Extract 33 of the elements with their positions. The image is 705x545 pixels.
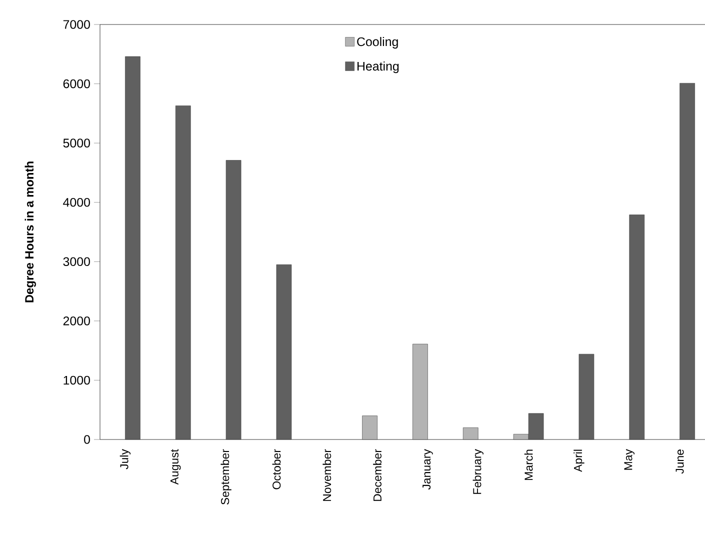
bar	[578, 354, 594, 440]
bar	[276, 264, 292, 440]
bar	[175, 106, 191, 440]
x-tick-label: September	[220, 449, 232, 505]
x-tick-label: October	[272, 449, 281, 490]
y-tick-label: 3000	[63, 257, 90, 266]
x-tick-label: April	[574, 450, 584, 472]
bar	[125, 56, 140, 440]
y-tick-label: 1000	[64, 376, 90, 385]
y-tick-label: 4000	[63, 198, 90, 207]
bar	[362, 416, 378, 440]
y-tick-label: 7000	[63, 20, 90, 29]
y-tick-label: 0	[84, 435, 90, 444]
y-tick-label: 5000	[63, 138, 90, 148]
bar	[462, 427, 478, 440]
x-tick-label: June	[676, 450, 684, 474]
x-tick-label: December	[373, 449, 382, 501]
x-tick-label: February	[472, 449, 484, 494]
legend-label: Heating	[357, 61, 399, 74]
bar	[226, 160, 242, 440]
bar	[412, 344, 428, 440]
x-tick-label: July	[120, 449, 131, 470]
y-tick-label: 6000	[63, 79, 90, 88]
bar	[680, 83, 695, 440]
y-axis-title: Degree Hours in a month	[24, 162, 36, 302]
x-tick-label: January	[422, 449, 433, 490]
x-tick-label: May	[624, 449, 635, 470]
legend-label: Cooling	[357, 36, 398, 49]
x-tick-label: March	[524, 450, 533, 480]
bar	[629, 214, 645, 440]
x-tick-label: August	[170, 449, 181, 485]
x-tick-label: November	[322, 449, 332, 501]
y-tick-label: 2000	[63, 316, 90, 326]
